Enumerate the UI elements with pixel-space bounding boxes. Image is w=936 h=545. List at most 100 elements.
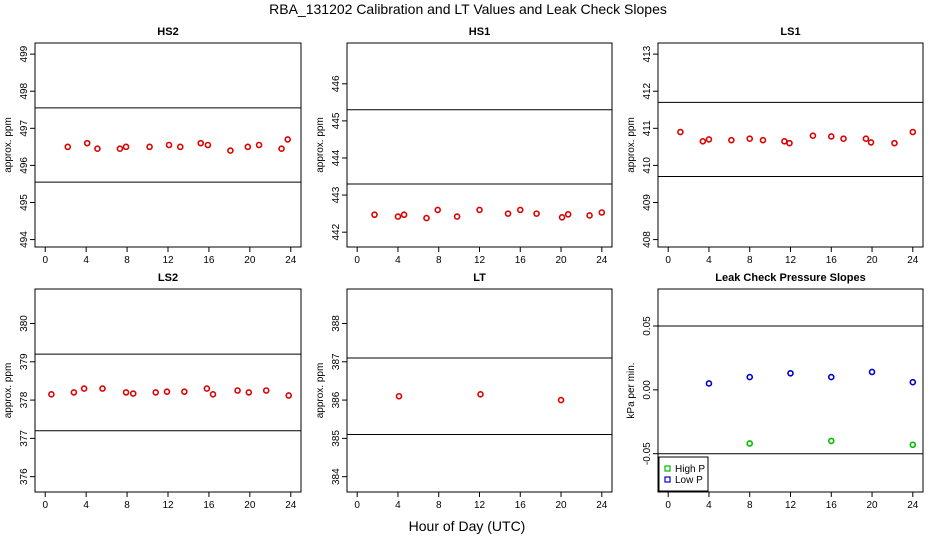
panel-title: LS2 [158,272,178,284]
x-tick-label: 12 [785,255,797,266]
data-point [234,387,241,394]
data-point [94,145,101,153]
y-tick-label: 498 [19,82,30,99]
x-tick-label: 24 [596,500,608,511]
data-point [699,137,707,145]
x-tick-label: 8 [124,500,130,511]
x-tick-label: 20 [866,255,878,266]
x-axis-label: Hour of Day (UTC) [409,518,526,534]
data-point [868,368,876,376]
data-point [48,391,55,398]
data-point [227,147,234,154]
data-point [598,209,606,216]
legend-marker [664,476,671,483]
y-tick-label: 384 [331,468,342,485]
data-point [840,135,847,142]
panel-title: LT [473,272,486,284]
x-tick-label: 12 [162,500,174,511]
data-point [284,136,292,143]
y-tick-label: 0.00 [642,380,653,400]
data-point [787,369,794,377]
x-tick-label: 12 [474,255,486,266]
data-point [181,388,188,395]
x-tick-label: 24 [596,255,608,266]
x-tick-label: 20 [866,500,878,511]
panels: HS2 0 4 8 12 16 20 24 494 495 496 497 498 499 approx. … [3,26,924,511]
x-tick-label: 4 [83,255,89,266]
legend-marker [664,465,671,472]
x-tick-label: 24 [285,500,297,511]
x-tick-label: 4 [706,500,712,511]
y-tick-label: 380 [19,315,30,332]
data-point [245,389,253,396]
x-tick-label: 16 [203,500,215,511]
panel-3: LS1 0 4 8 12 16 20 24 408 409 410 411 412 413 approx. … [626,26,924,266]
y-tick-label: 411 [642,120,653,136]
data-point [746,440,754,447]
data-point [586,212,593,219]
x-tick-label: 4 [83,500,89,511]
data-point [909,128,917,136]
legend-label: Low P [675,475,703,486]
x-tick-label: 4 [395,500,401,511]
data-point [677,128,684,136]
data-point [558,214,566,221]
data-point [504,210,512,217]
x-tick-label: 0 [665,255,671,266]
plot-frame [346,42,613,248]
data-point [786,139,793,147]
data-point [781,137,788,145]
data-point [533,210,540,217]
data-point [203,385,211,392]
data-point [83,139,91,147]
legend-label: High P [675,464,705,475]
data-point [395,392,403,400]
y-tick-label: 442 [331,223,342,240]
panel-5: LT 0 4 8 12 16 20 24 384 385 386 387 388 approx. ppm [315,272,613,511]
y-tick-label: 409 [642,194,653,211]
y-tick-label: 379 [19,353,30,370]
plot-frame [346,288,613,493]
data-point [197,139,205,147]
data-point [759,136,767,144]
data-point [204,141,212,149]
data-point [163,388,171,395]
y-tick-label: 494 [19,231,30,248]
data-point [116,145,124,153]
data-point [705,136,713,143]
data-point [516,206,524,214]
data-point [165,141,173,149]
y-axis-label: approx. ppm [626,117,637,173]
y-axis-label: kPa per min. [626,362,637,418]
y-axis-label: approx. ppm [315,117,326,173]
x-tick-label: 8 [747,255,753,266]
x-tick-label: 24 [285,255,297,266]
x-tick-label: 8 [747,500,753,511]
y-tick-label: 377 [19,430,30,447]
x-tick-label: 0 [42,500,48,511]
y-tick-label: 386 [331,391,342,408]
y-tick-label: 410 [642,157,653,174]
data-point [64,143,72,151]
data-point [909,378,917,386]
data-point [285,392,293,399]
data-point [827,437,835,445]
panel-title: HS2 [157,26,178,38]
data-point [152,389,160,396]
data-point [705,380,713,387]
y-tick-label: 412 [642,82,653,99]
data-point [122,143,130,151]
data-point [209,391,217,398]
y-tick-label: 497 [19,120,30,137]
x-tick-label: 20 [555,500,567,511]
x-tick-label: 16 [826,500,838,511]
data-point [70,389,78,396]
x-tick-label: 16 [826,255,838,266]
data-point [909,441,917,449]
x-tick-label: 16 [515,500,527,511]
x-tick-label: 12 [785,500,797,511]
y-tick-label: 408 [642,231,653,248]
y-axis-label: approx. ppm [315,363,326,419]
